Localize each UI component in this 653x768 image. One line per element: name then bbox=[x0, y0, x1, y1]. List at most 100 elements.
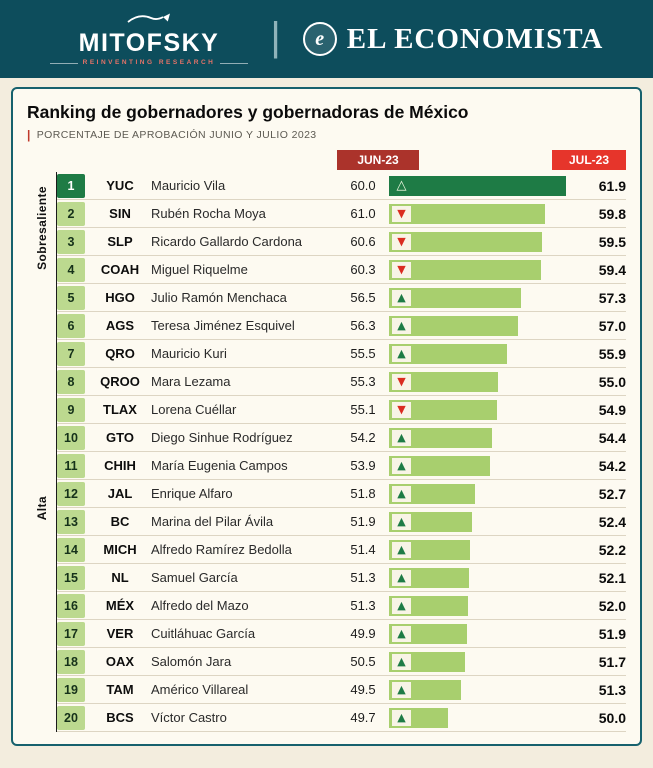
bar-cell: ▼ bbox=[389, 203, 572, 224]
state-abbr: MICH bbox=[103, 542, 137, 557]
table-row: 18 OAX Salomón Jara 50.5 ▲ 51.7 bbox=[57, 648, 626, 676]
jun-value: 51.3 bbox=[350, 598, 376, 613]
jul-value: 57.0 bbox=[598, 317, 626, 334]
page-title: Ranking de gobernadores y gobernadoras d… bbox=[27, 102, 469, 122]
table-row: 7 QRO Mauricio Kuri 55.5 ▲ 55.9 bbox=[57, 340, 626, 368]
governor-name: Miguel Riquelme bbox=[151, 262, 248, 277]
mitofsky-wordmark: MITOFSKY bbox=[78, 28, 220, 57]
brand-header: MITOFSKY REINVENTING RESEARCH | e EL ECO… bbox=[0, 0, 653, 78]
jun-value: 60.6 bbox=[350, 234, 376, 249]
table-row: 3 SLP Ricardo Gallardo Cardona 60.6 ▼ 59… bbox=[57, 228, 626, 256]
approval-bar: ▲ bbox=[389, 679, 462, 700]
table-row: 19 TAM Américo Villareal 49.5 ▲ 51.3 bbox=[57, 676, 626, 704]
state-abbr: QROO bbox=[100, 374, 140, 389]
rank-badge: 18 bbox=[57, 649, 85, 674]
bar-cell: ▲ bbox=[389, 343, 572, 364]
jul-value: 57.3 bbox=[598, 289, 626, 306]
segment-label: Alta bbox=[34, 495, 49, 521]
governor-name: Mara Lezama bbox=[151, 374, 231, 389]
bar-cell: ▲ bbox=[389, 567, 572, 588]
trend-icon: ▼ bbox=[392, 401, 411, 418]
table-row: 6 AGS Teresa Jiménez Esquivel 56.3 ▲ 57.… bbox=[57, 312, 626, 340]
bar-cell: ▼ bbox=[389, 259, 572, 280]
rank-badge: 11 bbox=[57, 453, 85, 478]
rank-badge: 20 bbox=[57, 705, 85, 730]
trend-icon: ▲ bbox=[392, 569, 411, 586]
governor-name: Alfredo Ramírez Bedolla bbox=[151, 542, 292, 557]
state-abbr: BC bbox=[110, 514, 130, 529]
trend-icon: ▲ bbox=[392, 289, 411, 306]
bar-cell: ▲ bbox=[389, 315, 572, 336]
governor-name: Salomón Jara bbox=[151, 654, 232, 669]
trend-icon: ▲ bbox=[392, 681, 411, 698]
column-headers: JUN-23 JUL-23 bbox=[27, 150, 626, 170]
trend-icon: ▼ bbox=[392, 205, 411, 222]
governor-name: Marina del Pilar Ávila bbox=[151, 514, 274, 529]
trend-icon: ▲ bbox=[392, 345, 411, 362]
approval-bar: ▲ bbox=[389, 707, 449, 728]
governor-name: Diego Sinhue Rodríguez bbox=[151, 430, 293, 445]
trend-icon: ▲ bbox=[392, 317, 411, 334]
jun-value: 60.0 bbox=[350, 178, 376, 193]
approval-bar: ▲ bbox=[389, 483, 475, 504]
table-row: 16 MÉX Alfredo del Mazo 51.3 ▲ 52.0 bbox=[57, 592, 626, 620]
rank-badge: 9 bbox=[57, 397, 85, 422]
state-abbr: YUC bbox=[106, 178, 134, 193]
tagline-rule-right bbox=[220, 62, 249, 64]
trend-icon: ▼ bbox=[392, 261, 411, 278]
state-abbr: JAL bbox=[107, 486, 133, 501]
approval-bar: ▲ bbox=[389, 287, 521, 308]
trend-icon: ▲ bbox=[392, 513, 411, 530]
trend-icon: ▲ bbox=[392, 653, 411, 670]
rank-badge: 12 bbox=[57, 481, 85, 506]
jul-value: 52.7 bbox=[598, 485, 626, 502]
state-abbr: SLP bbox=[107, 234, 133, 249]
governor-name: Mauricio Kuri bbox=[151, 346, 227, 361]
jun-value: 50.5 bbox=[350, 654, 376, 669]
bar-cell: ▼ bbox=[389, 371, 572, 392]
rank-badge: 15 bbox=[57, 565, 85, 590]
governor-name: Lorena Cuéllar bbox=[151, 402, 237, 417]
state-abbr: BCS bbox=[106, 710, 134, 725]
jun-value: 49.5 bbox=[350, 682, 376, 697]
trend-icon: ▲ bbox=[392, 485, 411, 502]
rank-badge: 5 bbox=[57, 285, 85, 310]
table-row: 8 QROO Mara Lezama 55.3 ▼ 55.0 bbox=[57, 368, 626, 396]
rank-badge: 17 bbox=[57, 621, 85, 646]
governor-name: Enrique Alfaro bbox=[151, 486, 233, 501]
state-abbr: OAX bbox=[105, 654, 135, 669]
table-row: 15 NL Samuel García 51.3 ▲ 52.1 bbox=[57, 564, 626, 592]
trend-icon: ▲ bbox=[392, 429, 411, 446]
table-row: 4 COAH Miguel Riquelme 60.3 ▼ 59.4 bbox=[57, 256, 626, 284]
rank-badge: 10 bbox=[57, 425, 85, 450]
trend-icon: ▼ bbox=[392, 233, 411, 250]
jun-value: 55.3 bbox=[350, 374, 376, 389]
trend-icon: ▼ bbox=[392, 373, 411, 390]
rank-badge: 19 bbox=[57, 677, 85, 702]
bar-cell: △ bbox=[389, 175, 572, 196]
approval-bar: ▲ bbox=[389, 511, 473, 532]
jul-value: 52.1 bbox=[598, 569, 626, 586]
jul-value: 59.8 bbox=[598, 205, 626, 222]
approval-bar: ▲ bbox=[389, 651, 466, 672]
table-row: 9 TLAX Lorena Cuéllar 55.1 ▼ 54.9 bbox=[57, 396, 626, 424]
economista-logo: e EL ECONOMISTA bbox=[302, 22, 604, 56]
bar-cell: ▲ bbox=[389, 651, 572, 672]
table-row: 17 VER Cuitláhuac García 49.9 ▲ 51.9 bbox=[57, 620, 626, 648]
ranking-card: Ranking de gobernadores y gobernadoras d… bbox=[11, 87, 642, 746]
jun-value: 61.0 bbox=[350, 206, 376, 221]
column-header-jun: JUN-23 bbox=[337, 150, 419, 170]
governor-name: Víctor Castro bbox=[151, 710, 227, 725]
approval-bar: ▲ bbox=[389, 343, 507, 364]
table-row: 5 HGO Julio Ramón Menchaca 56.5 ▲ 57.3 bbox=[57, 284, 626, 312]
approval-bar: ▲ bbox=[389, 315, 518, 336]
jul-value: 51.9 bbox=[598, 625, 626, 642]
bar-cell: ▲ bbox=[389, 679, 572, 700]
rank-badge: 3 bbox=[57, 229, 85, 254]
bar-cell: ▼ bbox=[389, 399, 572, 420]
approval-bar: ▲ bbox=[389, 623, 468, 644]
state-abbr: GTO bbox=[106, 430, 134, 445]
trend-icon: ▲ bbox=[392, 541, 411, 558]
rank-badge: 2 bbox=[57, 201, 85, 226]
jun-value: 49.9 bbox=[350, 626, 376, 641]
